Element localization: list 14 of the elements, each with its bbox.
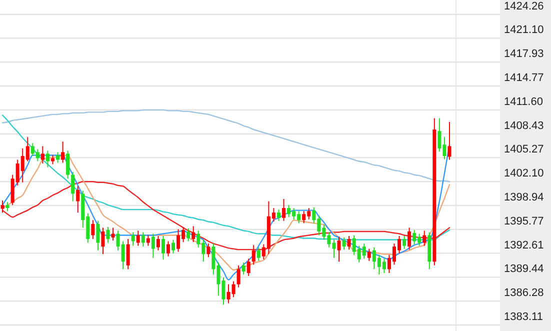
y-tick-label: 1389.44 (504, 263, 544, 276)
y-tick-label: 1383.11 (504, 311, 543, 323)
y-tick-label: 1408.43 (504, 120, 544, 132)
y-tick-label: 1414.77 (504, 72, 544, 84)
y-tick-label: 1395.77 (504, 215, 544, 228)
y-tick-label: 1392.61 (504, 239, 544, 252)
y-tick-label: 1424.26 (504, 0, 544, 12)
y-tick-label: 1398.94 (504, 191, 544, 204)
y-tick-label: 1402.10 (504, 168, 544, 180)
y-tick-label: 1411.60 (504, 96, 543, 108)
y-tick-label: 1405.27 (504, 144, 544, 156)
y-tick-label: 1386.28 (504, 287, 544, 300)
y-tick-label: 1417.93 (504, 48, 544, 60)
y-tick-label: 1421.10 (504, 24, 544, 36)
